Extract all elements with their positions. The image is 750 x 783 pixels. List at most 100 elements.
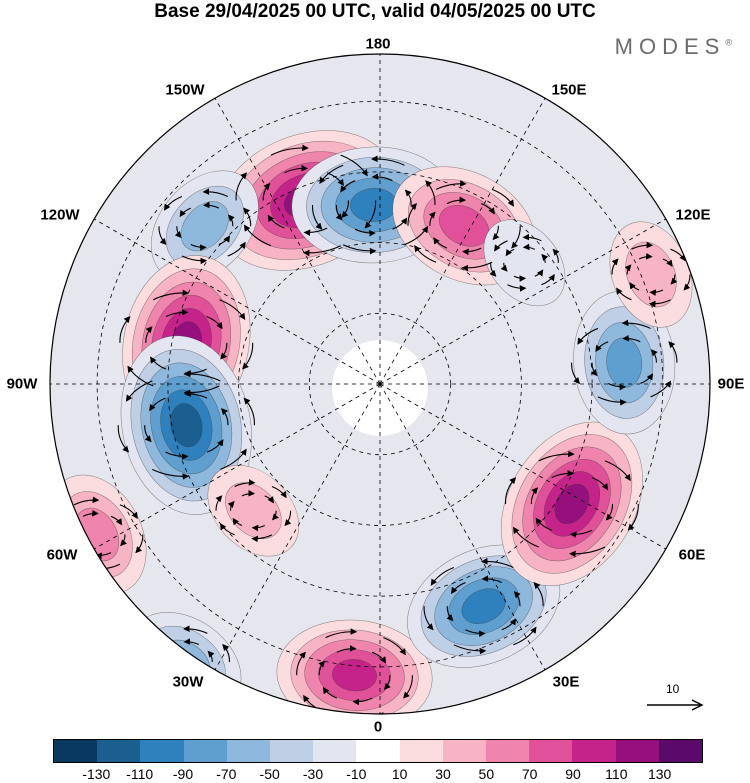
wind-vector [120,534,127,547]
wind-vector [227,500,235,511]
anomaly-center [483,219,566,307]
wind-vector [284,510,292,527]
wind-vector [489,262,497,277]
wind-vector [425,180,436,205]
wind-vector [219,299,246,321]
wind-vector [119,316,131,343]
wind-vector [303,227,328,236]
wind-vector [670,248,686,262]
colorbar-tick-label: 30 [435,766,451,782]
wind-vector [163,690,188,699]
wind-vector [511,225,521,249]
wind-vector [649,289,664,296]
wind-vector [220,448,247,470]
wind-vector [364,200,377,229]
wind-vector [650,349,658,363]
wind-vector [181,255,208,265]
wind-vector [219,523,235,536]
wind-vector [242,342,254,370]
wind-vector [670,274,678,285]
wind-vector [403,675,413,699]
lon-label-150w: 150W [165,81,205,99]
wind-vector [590,362,598,377]
wind-vector [179,207,192,218]
wind-vector [161,644,173,654]
wind-vector [243,207,252,227]
meridian-line [379,383,546,670]
wind-vector [215,495,223,511]
wind-vector [627,503,639,531]
wind-vector [505,248,515,257]
colorbar-tick-label: -130 [82,766,111,782]
latitude-circle [167,171,593,597]
wind-vector [145,632,164,648]
colorbar-swatch [486,740,530,762]
wind-vector [50,515,59,535]
anomaly-contour [554,483,590,525]
wind-vector [513,591,521,607]
wind-vector [607,383,627,391]
polar-map [49,53,711,715]
wind-vector [383,675,391,690]
wind-vector [638,253,653,260]
wind-vector [551,469,575,479]
anomaly-contour [332,659,377,692]
wind-vector [165,451,189,460]
wind-vector [125,380,153,402]
wind-vector [446,196,467,205]
anomaly-contour [180,201,229,252]
wind-vector [569,529,593,538]
reference-vector-label: 10 [666,682,680,696]
colorbar-swatch [313,740,357,762]
anomaly-center [276,619,433,714]
wind-vector [481,203,495,215]
wind-vector [371,155,405,166]
wind-vector [494,240,508,252]
wind-vector [480,557,514,569]
wind-vector [117,425,130,453]
anomaly-field [50,54,710,714]
wind-vector [127,365,154,387]
wind-vector [235,172,248,201]
colorbar-tick-label: 110 [605,766,628,782]
wind-vector [322,686,338,699]
wind-vector [163,196,183,211]
wind-vector [383,637,406,656]
wind-vector [232,517,243,526]
colorbar [53,739,703,763]
wind-vector [220,342,228,360]
wind-vector [221,408,229,426]
wind-vector [423,606,434,631]
colorbar-swatch [97,740,141,762]
wind-vector [135,534,144,554]
wind-vector [621,319,651,329]
wind-vector [446,606,454,622]
colorbar-swatch [54,740,98,762]
wind-vector [622,334,641,343]
anomaly-contour [625,241,677,308]
wind-vector [202,188,228,198]
wind-vector [335,204,343,221]
latitude-circle [238,242,522,526]
wind-vector [530,487,539,504]
colorbar-tick-label: 130 [647,766,672,782]
wind-vector [462,247,482,256]
wind-vector [435,180,467,190]
colorbar-tick-label: -90 [172,766,194,782]
wind-vector [296,651,306,676]
wind-vector [174,226,182,239]
wind-vector [270,144,309,156]
wind-vector [465,629,486,638]
wind-vector [597,396,627,406]
colorbar-swatch [572,740,616,762]
colorbar-swatch [442,740,487,762]
wind-vector [616,287,632,301]
colorbar-tick-label: -110 [126,766,154,782]
wind-vector [491,188,514,207]
wind-vector [414,244,437,263]
wind-vector [624,264,632,275]
meridian-line [214,98,381,385]
wind-vector [571,362,581,385]
wind-vector [513,275,527,282]
wind-vector [110,515,123,526]
